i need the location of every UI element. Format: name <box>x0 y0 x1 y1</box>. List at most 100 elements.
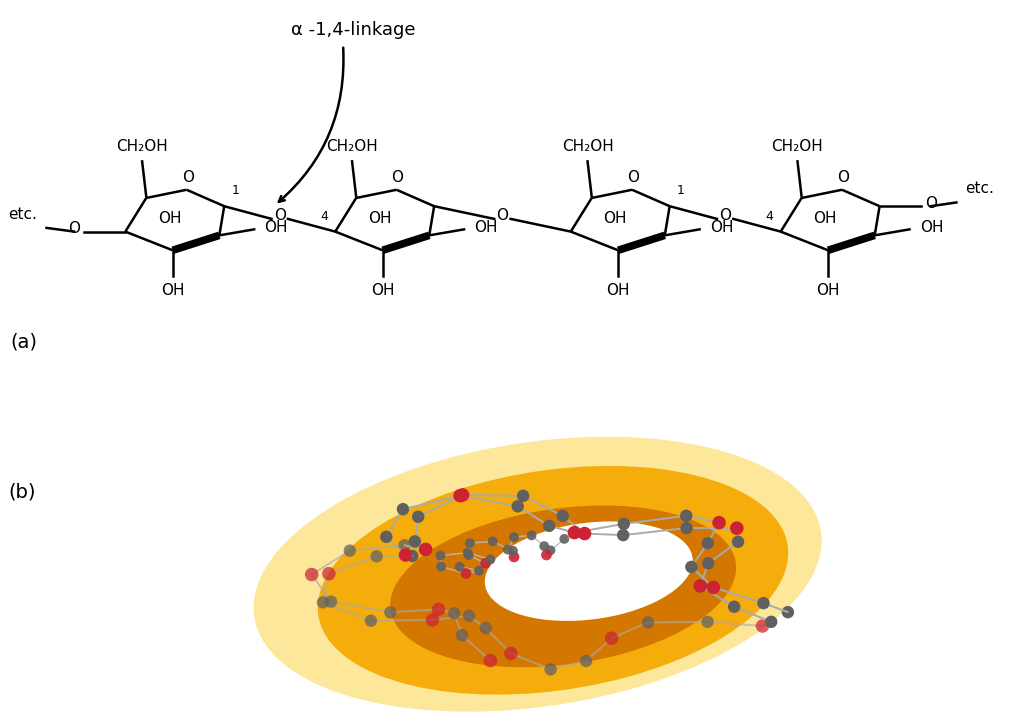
Point <box>446 607 463 619</box>
Point <box>543 544 559 556</box>
Point <box>510 500 526 512</box>
Point <box>554 510 570 522</box>
Point <box>578 655 594 667</box>
Point <box>505 545 521 557</box>
Point <box>503 648 519 659</box>
Point <box>410 511 426 523</box>
Point <box>543 664 559 675</box>
Text: OH: OH <box>813 210 837 226</box>
Point <box>362 615 379 627</box>
Text: O: O <box>69 221 80 236</box>
Text: CH₂OH: CH₂OH <box>772 139 823 154</box>
Point <box>482 655 499 667</box>
Point <box>615 518 632 530</box>
Point <box>455 489 471 501</box>
Point <box>477 557 494 569</box>
Point <box>452 561 468 573</box>
Point <box>506 551 522 562</box>
Point <box>395 503 412 515</box>
Point <box>461 610 477 622</box>
Point <box>471 565 487 576</box>
Point <box>461 549 477 561</box>
Point <box>323 596 339 607</box>
Point <box>692 580 709 591</box>
Text: OH: OH <box>161 283 184 298</box>
Text: O: O <box>925 196 937 210</box>
Point <box>699 537 716 549</box>
Text: OH: OH <box>816 283 840 298</box>
Text: OH: OH <box>371 283 394 298</box>
Text: O: O <box>837 171 849 185</box>
Point <box>539 549 555 561</box>
Point <box>523 529 540 541</box>
Text: 4: 4 <box>321 210 328 223</box>
Text: OH: OH <box>603 210 627 226</box>
Ellipse shape <box>390 505 736 667</box>
Text: O: O <box>273 208 286 223</box>
Point <box>303 569 319 581</box>
Point <box>506 531 522 543</box>
Text: 1: 1 <box>231 184 240 197</box>
Text: 4: 4 <box>766 210 773 223</box>
Ellipse shape <box>505 526 683 609</box>
Point <box>603 633 620 644</box>
Point <box>407 536 423 547</box>
Text: (a): (a) <box>10 332 37 351</box>
Text: O: O <box>497 208 509 223</box>
Text: OH: OH <box>920 221 943 236</box>
Point <box>424 614 440 625</box>
Point <box>678 510 694 521</box>
Point <box>711 517 727 529</box>
Point <box>418 544 434 555</box>
Point <box>462 537 478 549</box>
Point <box>404 550 421 562</box>
Point <box>397 549 414 561</box>
Text: O: O <box>391 171 403 185</box>
Text: O: O <box>719 208 731 223</box>
Text: etc.: etc. <box>966 181 994 197</box>
Text: OH: OH <box>710 221 733 236</box>
Text: OH: OH <box>158 210 181 226</box>
Point <box>541 520 557 531</box>
Text: (b): (b) <box>8 483 36 502</box>
Point <box>536 540 552 552</box>
Point <box>430 604 446 615</box>
Point <box>432 549 449 561</box>
Point <box>458 568 474 579</box>
Point <box>729 523 745 534</box>
Text: CH₂OH: CH₂OH <box>562 139 613 154</box>
Text: O: O <box>627 171 639 185</box>
Point <box>452 490 468 502</box>
Ellipse shape <box>484 521 693 621</box>
Text: etc.: etc. <box>8 207 37 222</box>
Point <box>382 607 398 618</box>
Text: CH₂OH: CH₂OH <box>327 139 378 154</box>
Text: OH: OH <box>264 221 288 236</box>
Point <box>515 490 531 502</box>
Point <box>460 547 476 558</box>
Point <box>679 522 695 534</box>
Point <box>700 557 717 569</box>
Point <box>706 581 722 593</box>
Point <box>756 597 772 609</box>
Text: OH: OH <box>474 221 498 236</box>
Point <box>577 528 593 539</box>
Point <box>484 536 501 547</box>
Point <box>730 536 746 547</box>
Point <box>342 545 358 557</box>
Ellipse shape <box>317 466 788 695</box>
Point <box>314 596 331 608</box>
Point <box>378 531 394 542</box>
Point <box>454 630 470 641</box>
Text: O: O <box>181 171 194 185</box>
Point <box>477 623 494 634</box>
Point <box>755 620 771 632</box>
Point <box>396 539 413 551</box>
Point <box>482 554 499 565</box>
Text: CH₂OH: CH₂OH <box>117 139 168 154</box>
Point <box>640 617 656 628</box>
Text: OH: OH <box>368 210 391 226</box>
Text: 1: 1 <box>677 184 685 197</box>
Point <box>683 561 699 573</box>
Text: OH: OH <box>606 283 630 298</box>
